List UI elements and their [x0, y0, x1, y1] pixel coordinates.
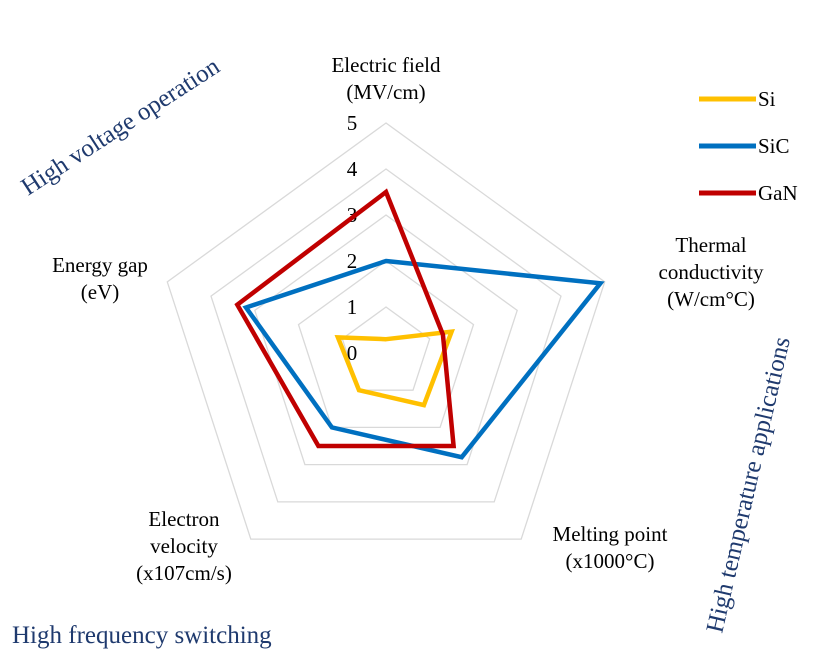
- tick-label: 0: [347, 341, 358, 365]
- annotation-high-frequency: High frequency switching: [12, 622, 272, 649]
- grid-ring-5: [166, 122, 606, 540]
- tick-label: 1: [347, 295, 358, 319]
- series-line-gan: [234, 188, 457, 449]
- axis-label-1: Thermal conductivity (W/cm°C): [659, 233, 764, 311]
- series-lines: [234, 188, 605, 460]
- grid-ring-3: [254, 214, 518, 466]
- legend-label-si: Si: [758, 87, 776, 111]
- axis-labels: Electric field (MV/cm) Thermal conductivity…: [52, 53, 764, 585]
- radar-grid: [166, 122, 606, 540]
- tick-label: 4: [347, 157, 358, 181]
- axis-label-3: Electron velocity (x107cm/s): [136, 507, 232, 585]
- axis-label-0: Electric field (MV/cm): [331, 53, 441, 104]
- axis-label-4: Energy gap (eV): [52, 253, 148, 304]
- tick-label: 2: [347, 249, 358, 273]
- annotation-high-voltage: High voltage operation: [17, 53, 225, 201]
- axis-label-2: Melting point (x1000°C): [553, 522, 668, 573]
- series-line-sic: [242, 258, 605, 460]
- legend: Si SiC GaN: [699, 87, 798, 205]
- grid-ring-2: [297, 260, 475, 429]
- legend-label-sic: SiC: [758, 134, 790, 158]
- legend-label-gan: GaN: [758, 181, 798, 205]
- annotation-high-temperature: High temperature applications: [702, 334, 796, 635]
- tick-label: 5: [347, 111, 358, 135]
